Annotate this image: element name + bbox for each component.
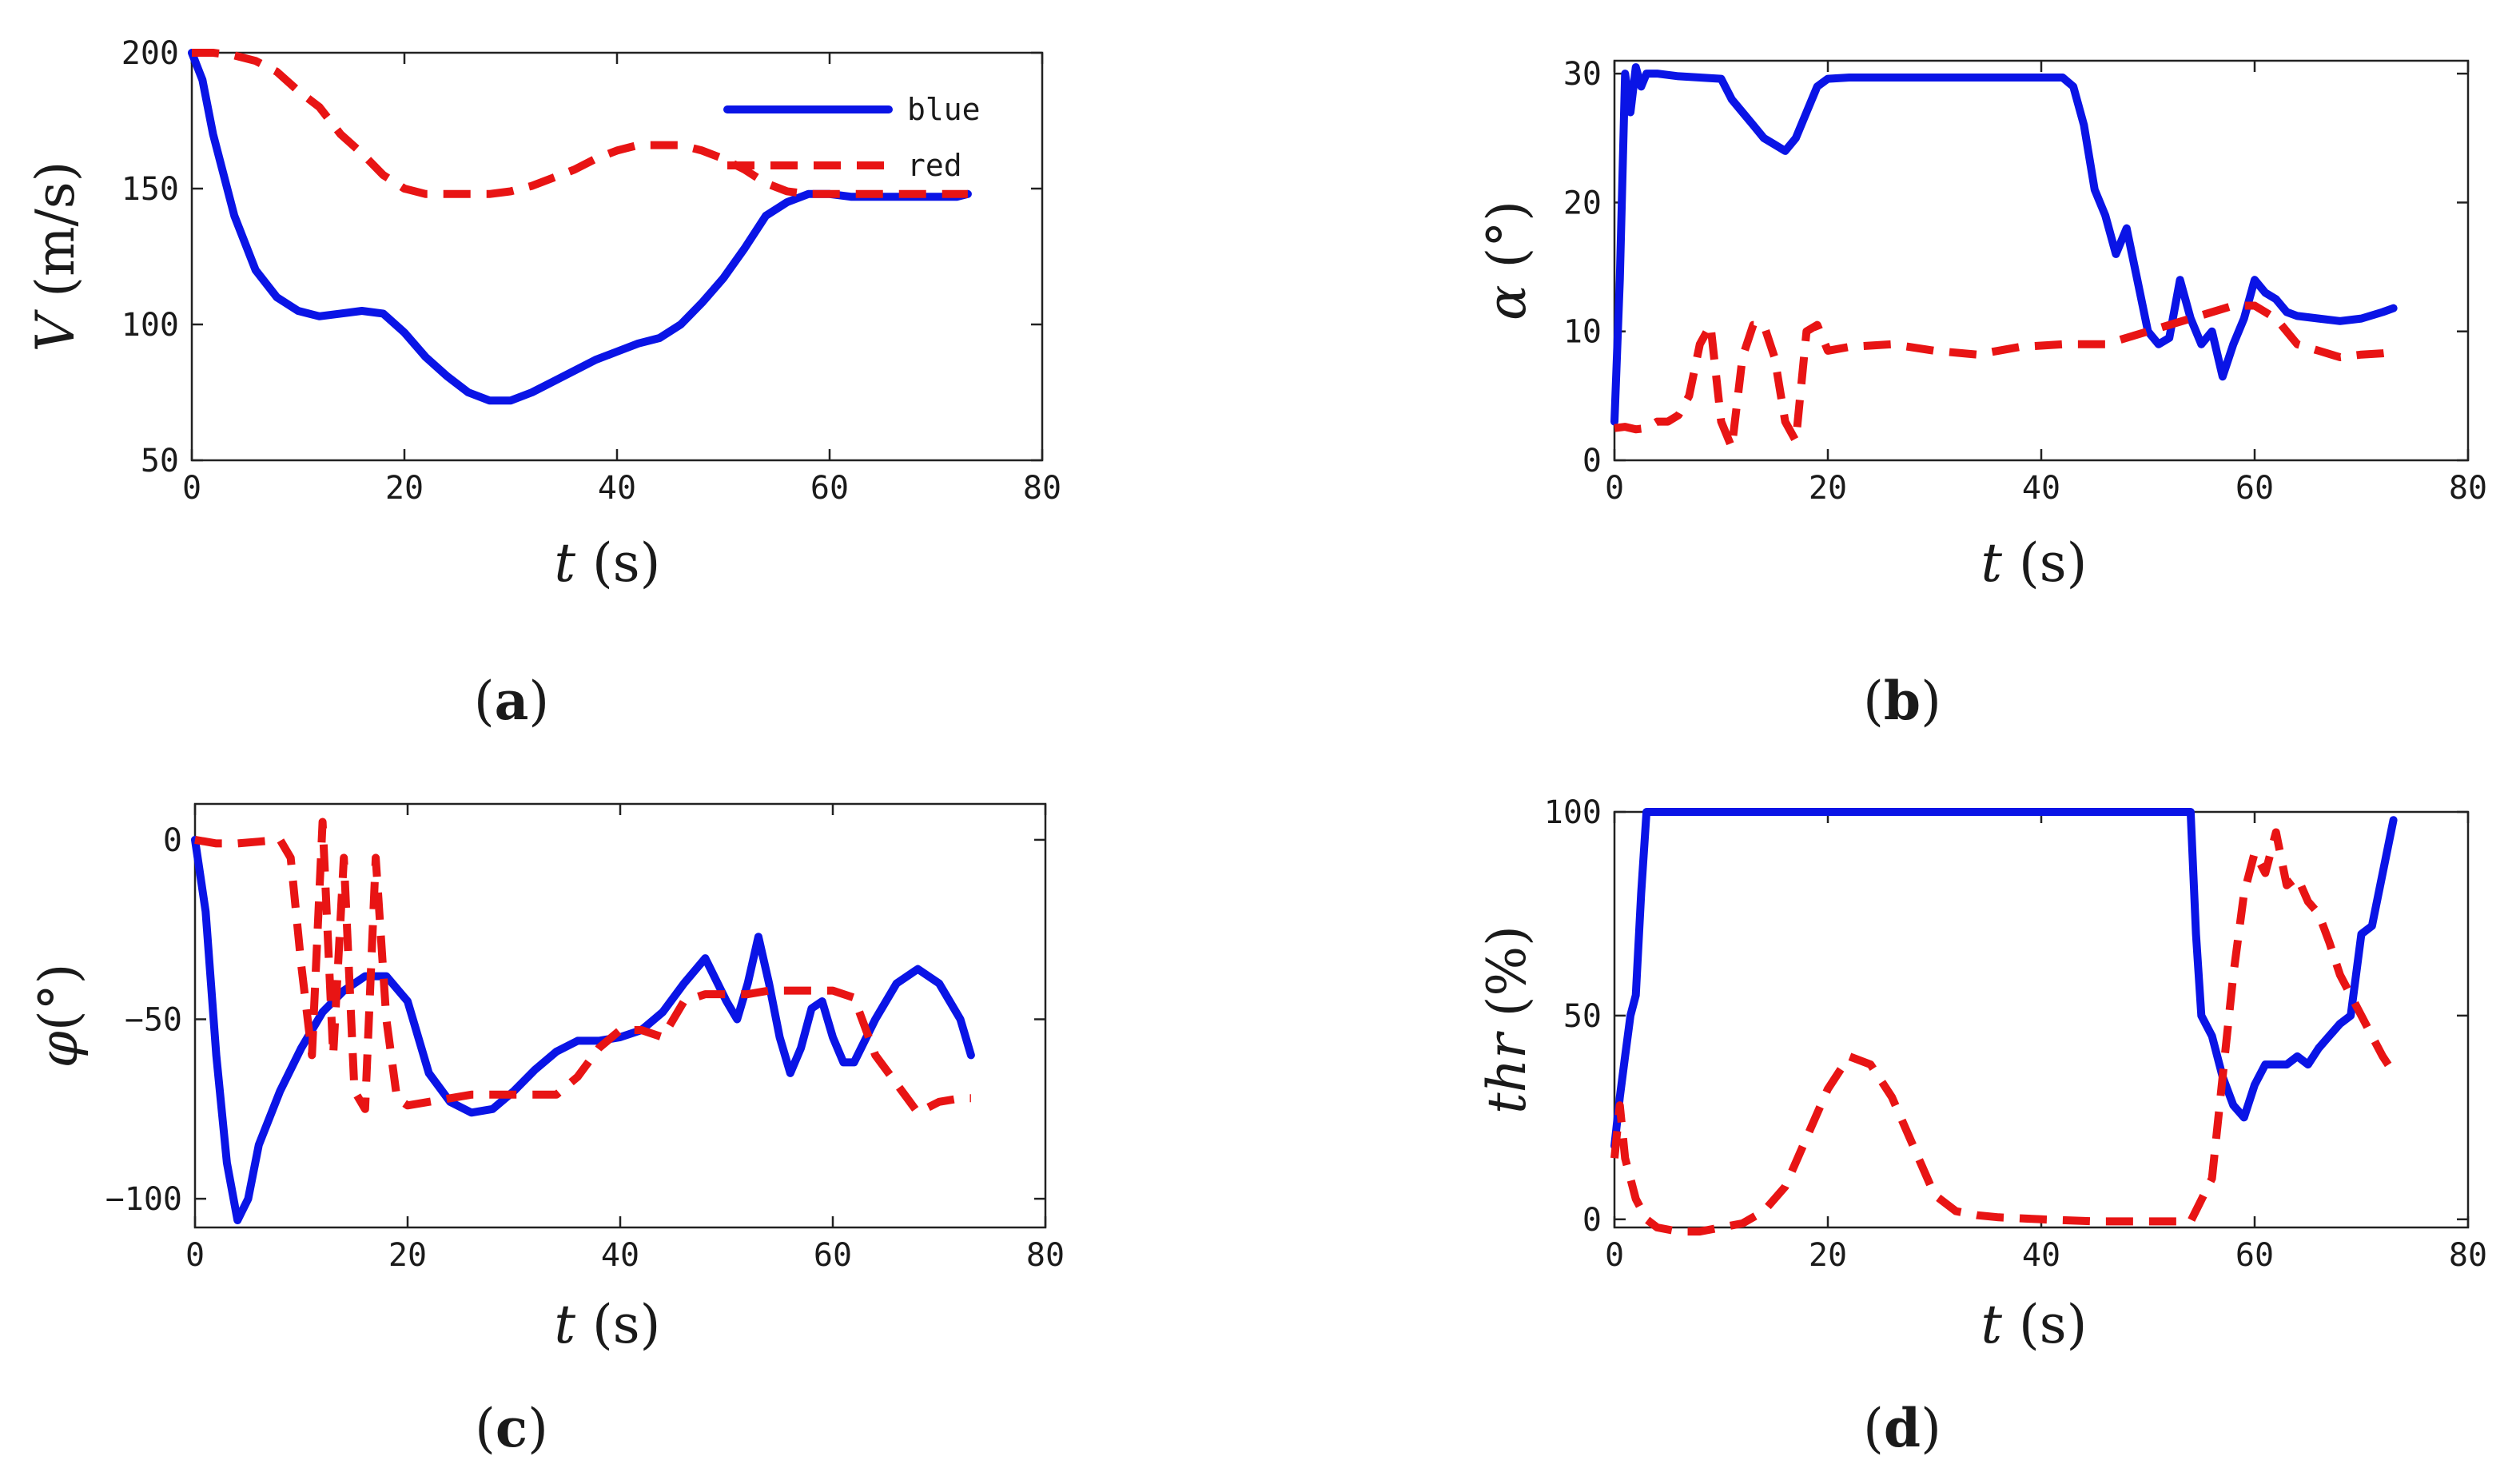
x-ticks-c: 0 20 40 60 80	[185, 804, 1065, 1274]
series-line-blue	[191, 835, 975, 1224]
x-tick-label: 0	[182, 470, 201, 507]
x-tick-label: 40	[601, 1237, 639, 1274]
y-tick-label: 100	[1544, 794, 1602, 831]
y-tick-label: 50	[141, 443, 179, 479]
panel-b: 0 20 40 60 80 0 10 20 30 t (s) α (°) (b)	[1476, 56, 2487, 732]
y-tick-label: 20	[1563, 185, 1602, 221]
x-ticks-a: 0 20 40 60 80	[182, 53, 1061, 507]
x-tick-label: 40	[2022, 1237, 2060, 1274]
panel-caption-b: (b)	[1863, 670, 1941, 732]
series-group-c	[191, 818, 975, 1224]
y-ticks-a: 50 100 150 200	[121, 35, 1042, 479]
x-tick-label: 0	[1605, 470, 1624, 507]
y-ticks-b: 0 10 20 30	[1563, 56, 2468, 479]
series-line-red	[194, 818, 971, 1117]
y-tick-label: 0	[163, 822, 182, 859]
x-tick-label: 80	[2449, 470, 2487, 507]
series-group-b	[1610, 63, 2398, 452]
panel-caption-d: (d)	[1863, 1397, 1941, 1459]
x-tick-label: 20	[1809, 1237, 1847, 1274]
x-tick-label: 0	[185, 1237, 205, 1274]
y-tick-label: 100	[121, 307, 179, 344]
x-tick-label: 20	[385, 470, 424, 507]
y-tick-label: −100	[105, 1181, 182, 1218]
y-tick-label: −50	[125, 1001, 182, 1038]
x-tick-label: 60	[814, 1237, 852, 1274]
x-axis-label-c: t (s)	[555, 1294, 661, 1355]
x-axis-label-d: t (s)	[1981, 1294, 2088, 1355]
y-tick-label: 50	[1563, 998, 1602, 1035]
legend-label-blue: blue	[907, 92, 981, 127]
series-line-red	[1610, 828, 2397, 1236]
x-tick-label: 0	[1605, 1237, 1624, 1274]
x-tick-label: 60	[2235, 1237, 2274, 1274]
axes-frame-b	[1613, 59, 2470, 462]
series-line-red	[192, 49, 968, 198]
y-axis-label-b: α (°)	[1476, 201, 1538, 320]
series-group-a	[188, 49, 972, 405]
plot-area-b	[1613, 59, 2470, 462]
x-tick-label: 20	[388, 1237, 427, 1274]
y-axis-label-c: φ(°)	[28, 964, 90, 1068]
series-line-blue	[188, 49, 972, 405]
series-line-blue	[1610, 808, 2398, 1150]
y-axis-label-d: thr (%)	[1476, 925, 1538, 1114]
x-tick-label: 80	[1026, 1237, 1065, 1274]
panel-caption-c: (c)	[475, 1397, 548, 1459]
y-tick-label: 150	[121, 171, 179, 208]
x-axis-label-b: t (s)	[1981, 532, 2088, 594]
x-tick-label: 20	[1809, 470, 1847, 507]
x-ticks-b: 0 20 40 60 80	[1605, 61, 2487, 507]
x-tick-label: 60	[2235, 470, 2274, 507]
panel-c: 0 20 40 60 80 −100 −50 0 t (s) φ(°) (c)	[28, 802, 1065, 1459]
x-tick-label: 80	[2449, 1237, 2487, 1274]
y-ticks-d: 0 50 100	[1544, 794, 2468, 1239]
series-line-red	[1614, 301, 2395, 452]
y-tick-label: 0	[1582, 443, 1602, 479]
panel-d: 0 20 40 60 80 0 50 100 t (s) thr (%) (d)	[1476, 794, 2487, 1459]
x-tick-label: 40	[2022, 470, 2060, 507]
series-group-d	[1610, 808, 2398, 1236]
y-tick-label: 10	[1563, 314, 1602, 351]
legend-a: blue red	[723, 92, 981, 183]
y-axis-label-a: V (m/s)	[25, 161, 86, 352]
y-tick-label: 200	[121, 35, 179, 72]
x-axis-label-a: t (s)	[555, 532, 661, 594]
y-ticks-c: −100 −50 0	[105, 822, 1045, 1218]
series-line-blue	[1610, 63, 2398, 426]
panel-caption-a: (a)	[474, 670, 549, 732]
panel-a: 0 20 40 60 80 50 100 150 200 t (s) V (m/s) blue…	[25, 35, 1061, 732]
x-tick-label: 60	[810, 470, 849, 507]
legend-label-red: red	[907, 148, 962, 183]
y-tick-label: 30	[1563, 56, 1602, 93]
x-tick-label: 40	[598, 470, 636, 507]
x-ticks-d: 0 20 40 60 80	[1605, 812, 2487, 1274]
x-tick-label: 80	[1023, 470, 1061, 507]
y-tick-label: 0	[1582, 1202, 1602, 1239]
